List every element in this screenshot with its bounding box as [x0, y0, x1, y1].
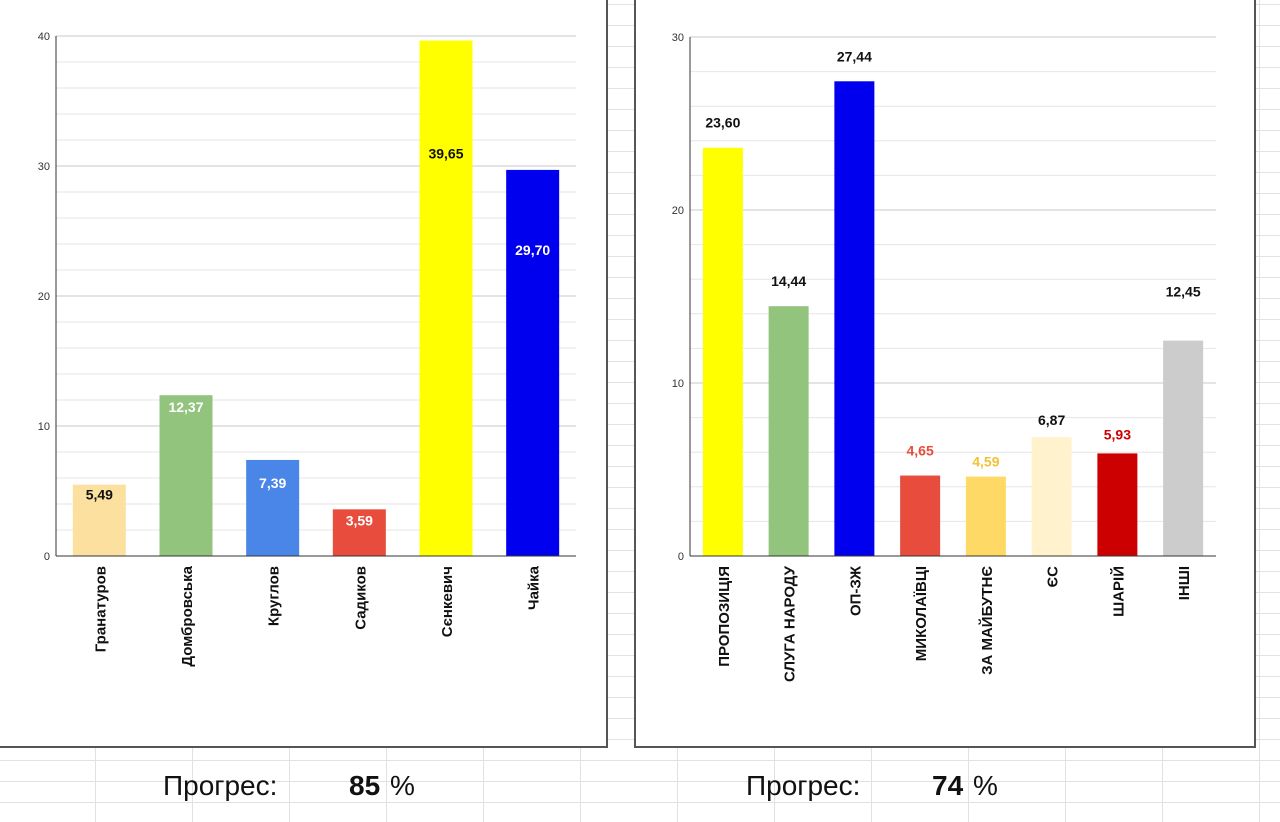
x-tick-label: ІНШІ — [1176, 566, 1193, 600]
x-tick-label: Чайка — [526, 565, 543, 610]
x-tick-label: Круглов — [266, 566, 283, 626]
bar — [246, 459, 300, 556]
x-tick-label: Сєнкевич — [439, 566, 456, 637]
bar — [834, 81, 875, 557]
progress-label: Прогрес: — [746, 770, 861, 801]
data-label: 29,70 — [515, 242, 550, 258]
data-label: 4,65 — [907, 443, 934, 459]
data-label: 7,39 — [259, 475, 286, 491]
progress-right: Прогрес: 74 % — [746, 770, 1026, 810]
y-tick-label: 20 — [38, 291, 50, 303]
progress-unit: % — [390, 770, 415, 801]
y-tick-label: 0 — [678, 551, 684, 563]
y-tick-label: 40 — [38, 31, 50, 43]
data-label: 12,37 — [168, 399, 203, 415]
progress-unit: % — [973, 770, 998, 801]
x-tick-label: ШАРІЙ — [1109, 566, 1127, 617]
y-tick-label: 30 — [672, 32, 684, 44]
bar — [159, 395, 213, 556]
x-tick-label: ЗА МАЙБУТНЄ — [978, 566, 996, 675]
y-tick-label: 0 — [44, 551, 50, 563]
data-label: 6,87 — [1038, 412, 1065, 428]
bar — [1031, 437, 1072, 556]
data-label: 39,65 — [428, 146, 463, 162]
y-tick-label: 10 — [672, 378, 684, 390]
data-label: 14,44 — [771, 273, 806, 289]
bar — [768, 306, 809, 556]
bar — [965, 476, 1006, 556]
data-label: 27,44 — [837, 48, 872, 64]
progress-left: Прогрес: 85 % — [163, 770, 443, 810]
progress-value: 85 — [349, 770, 381, 801]
x-tick-label: ЄС — [1045, 566, 1062, 588]
bar — [332, 509, 386, 556]
data-label: 5,49 — [86, 487, 113, 503]
bar — [1163, 340, 1204, 556]
bar — [506, 169, 560, 556]
x-tick-label: ПРОПОЗИЦІЯ — [716, 566, 733, 667]
progress-label: Прогрес: — [163, 770, 278, 801]
x-tick-label: Домбровська — [179, 565, 196, 666]
data-label: 5,93 — [1104, 426, 1131, 442]
bar — [419, 40, 473, 557]
bar-chart-candidates: 0 10 20 30 40 5,49 Гранатуров 12,37 Домбровська 7… — [38, 31, 576, 667]
bar — [1097, 453, 1138, 556]
bar-chart-parties: 0 10 20 30 23,60 ПРОПОЗИЦІЯ 14,44 СЛУГА НАРОДУ 2… — [672, 32, 1216, 682]
y-tick-label: 20 — [672, 205, 684, 217]
bar — [900, 475, 941, 556]
progress-value: 74 — [932, 770, 964, 801]
data-label: 3,59 — [346, 512, 373, 528]
data-label: 4,59 — [972, 454, 999, 470]
x-tick-label: МИКОЛАЇВЦІ — [913, 566, 930, 661]
data-label: 23,60 — [705, 115, 740, 131]
chart-panel-parties[interactable]: 0 10 20 30 23,60 ПРОПОЗИЦІЯ 14,44 СЛУГА НАРОДУ 2… — [634, 0, 1256, 748]
x-tick-label: СЛУГА НАРОДУ — [782, 565, 799, 682]
bar — [702, 147, 743, 556]
x-tick-label: Гранатуров — [92, 566, 109, 652]
x-tick-label: ОП-ЗЖ — [847, 566, 864, 616]
x-tick-label: Садиков — [352, 566, 369, 630]
chart-panel-candidates[interactable]: 0 10 20 30 40 5,49 Гранатуров 12,37 Домбровська 7… — [0, 0, 608, 748]
y-tick-label: 10 — [38, 421, 50, 433]
data-label: 12,45 — [1166, 284, 1201, 300]
y-tick-label: 30 — [38, 161, 50, 173]
bar — [72, 484, 126, 556]
